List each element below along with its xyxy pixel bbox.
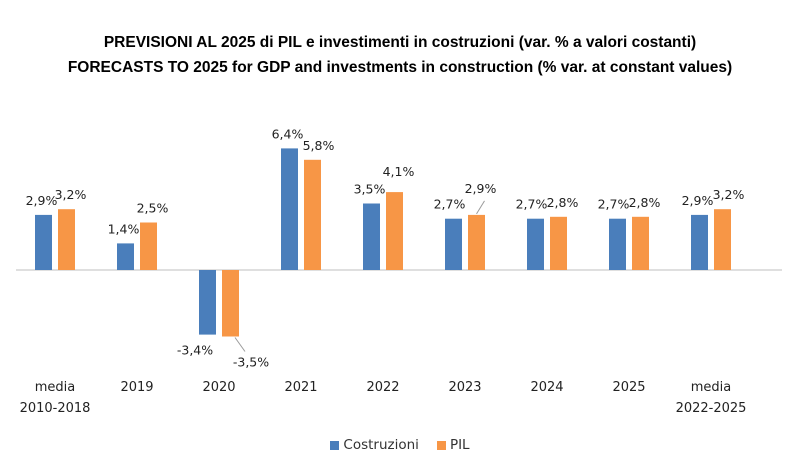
category-label-4: 2022 (366, 380, 399, 395)
legend-item-costruzioni: Costruzioni (330, 437, 419, 453)
bar-costruzioni-5 (445, 218, 462, 270)
bar-pil-6 (550, 216, 567, 270)
chart-subtitle: FORECASTS TO 2025 for GDP and investment… (67, 59, 733, 76)
bar-pil-1 (140, 222, 157, 270)
value-label-costruzioni-7: 2,7% (598, 197, 630, 212)
bar-costruzioni-0 (35, 214, 52, 270)
category-label-1: 2019 (120, 380, 153, 395)
bar-costruzioni-3 (281, 148, 298, 270)
bar-pil-3 (304, 159, 321, 270)
bar-costruzioni-6 (527, 218, 544, 270)
value-label-costruzioni-5: 2,7% (434, 197, 466, 212)
bar-pil-8 (714, 209, 731, 270)
value-label-costruzioni-2: -3,4% (177, 343, 213, 358)
bar-costruzioni-1 (117, 243, 134, 270)
bar-pil-7 (632, 216, 649, 270)
leader-line-pil-2 (234, 337, 246, 352)
category-label-8: media 2022-2025 (676, 380, 747, 416)
bar-pil-5 (468, 214, 485, 270)
value-label-pil-4: 4,1% (383, 164, 415, 179)
legend-swatch-pil (436, 440, 446, 450)
bar-pil-0 (58, 209, 75, 270)
leader-line-pil-5 (476, 200, 485, 215)
value-label-pil-3: 5,8% (303, 138, 335, 153)
bar-pil-2 (222, 270, 239, 337)
value-label-costruzioni-1: 1,4% (108, 221, 140, 236)
value-label-costruzioni-0: 2,9% (26, 193, 58, 208)
legend-item-pil: PIL (436, 437, 470, 453)
bar-pil-4 (386, 192, 403, 270)
legend-swatch-costruzioni (330, 440, 340, 450)
category-label-7: 2025 (612, 380, 645, 395)
value-label-costruzioni-4: 3,5% (354, 182, 386, 197)
bar-costruzioni-2 (199, 270, 216, 335)
bar-costruzioni-8 (691, 214, 708, 270)
value-label-costruzioni-6: 2,7% (516, 197, 548, 212)
legend-label-pil: PIL (449, 437, 470, 453)
value-label-costruzioni-8: 2,9% (682, 193, 714, 208)
chart-title: PREVISIONI AL 2025 di PIL e investimenti… (103, 34, 697, 51)
category-label-3: 2021 (284, 380, 317, 395)
category-label-5: 2023 (448, 380, 481, 395)
category-label-0: media 2010-2018 (20, 380, 91, 416)
value-label-pil-0: 3,2% (55, 187, 87, 202)
category-label-6: 2024 (530, 380, 563, 395)
value-label-pil-8: 3,2% (713, 187, 745, 202)
value-label-pil-2: -3,5% (233, 355, 269, 370)
value-label-pil-7: 2,8% (629, 195, 661, 210)
legend: Costruzioni PIL (0, 437, 800, 453)
bar-costruzioni-7 (609, 218, 626, 270)
value-label-pil-5: 2,9% (465, 181, 497, 196)
value-label-pil-1: 2,5% (137, 201, 169, 216)
value-label-pil-6: 2,8% (547, 195, 579, 210)
value-label-costruzioni-3: 6,4% (272, 126, 304, 141)
legend-label-costruzioni: Costruzioni (343, 437, 419, 453)
bar-costruzioni-4 (363, 203, 380, 270)
category-label-2: 2020 (202, 380, 235, 395)
